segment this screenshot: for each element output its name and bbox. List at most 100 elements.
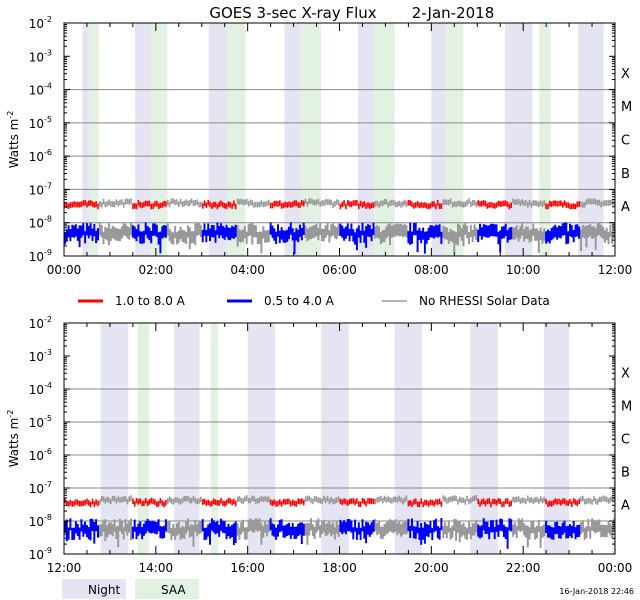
y-tick-exponent: -3 (44, 48, 52, 57)
series-1.0-8.0-A (64, 199, 580, 210)
shading-label: Night (88, 583, 121, 597)
y-axis-label: Watts m-2 (6, 410, 21, 468)
flare-class-label: B (621, 167, 630, 182)
y-tick-exponent: -9 (44, 248, 52, 257)
night-band (321, 323, 349, 554)
y-tick-exponent: -7 (44, 181, 52, 190)
series-short-no-rhessi (98, 518, 616, 548)
y-tick-label: 10 (29, 84, 44, 98)
night-band (82, 23, 92, 256)
y-tick-label: 10 (29, 383, 44, 397)
saa-band (300, 23, 322, 256)
x-tick-label: 02:00 (139, 263, 174, 277)
series-legend: 1.0 to 8.0 A 0.5 to 4.0 A No RHESSI Solar … (78, 294, 550, 308)
saa-band (151, 23, 168, 256)
saa-band (89, 23, 99, 256)
shading-swatch (62, 579, 126, 599)
chart-date: 2-Jan-2018 (412, 4, 495, 22)
y-tick-label: 10 (29, 17, 44, 31)
y-tick-label: 10 (29, 183, 44, 197)
flare-class-label: M (621, 400, 632, 415)
x-tick-label: 04:00 (230, 263, 265, 277)
y-tick-exponent: -9 (44, 546, 52, 555)
y-tick-exponent: -6 (44, 148, 52, 157)
series-no-rhessi (99, 198, 615, 208)
night-band (247, 323, 276, 554)
saa-band (539, 23, 551, 256)
y-tick-exponent: -7 (44, 480, 52, 489)
x-tick-label: 16:00 (230, 561, 265, 575)
y-tick-label: 10 (29, 50, 44, 64)
shading-legend-item: SAA (135, 579, 199, 599)
flare-class-label: B (621, 466, 630, 481)
night-band (394, 323, 423, 554)
series-0.5-4.0-A (63, 518, 581, 549)
y-tick-label: 10 (29, 515, 44, 529)
x-tick-label: 20:00 (414, 561, 449, 575)
y-tick-label: 10 (29, 117, 44, 131)
legend-label: No RHESSI Solar Data (419, 294, 550, 308)
y-tick-exponent: -6 (44, 447, 52, 456)
y-tick-label: 10 (29, 416, 44, 430)
x-tick-label: 22:00 (506, 561, 541, 575)
y-tick-label: 10 (29, 217, 44, 231)
x-tick-label: 12:00 (47, 561, 82, 575)
x-tick-label: 00:00 (47, 263, 82, 277)
shading-legend-item: Night (62, 579, 126, 599)
legend-item: 1.0 to 8.0 A (78, 294, 186, 308)
night-band (543, 323, 570, 554)
night-band (612, 323, 615, 554)
y-tick-label: 10 (29, 350, 44, 364)
night-band (431, 23, 446, 256)
x-tick-label: 14:00 (139, 561, 174, 575)
legend-item: 0.5 to 4.0 A (227, 294, 335, 308)
saa-band (137, 323, 149, 554)
night-band (100, 323, 129, 554)
chart-title: GOES 3-sec X-ray Flux (209, 4, 376, 22)
series-0.5-4.0-A (63, 222, 581, 255)
shading-legend: Night SAA (62, 579, 199, 599)
night-band (357, 23, 374, 256)
night-band (504, 23, 533, 256)
y-tick-label: 10 (29, 150, 44, 164)
y-tick-exponent: -4 (44, 82, 52, 91)
legend-item: No RHESSI Solar Data (382, 294, 550, 308)
x-tick-label: 06:00 (322, 263, 357, 277)
y-tick-exponent: -2 (44, 315, 52, 324)
y-tick-label: 10 (29, 449, 44, 463)
shading-label: SAA (161, 583, 186, 597)
series-no-rhessi (99, 495, 615, 505)
night-band (284, 23, 301, 256)
y-tick-exponent: -3 (44, 348, 52, 357)
saa-band (373, 23, 395, 256)
y-tick-exponent: -5 (44, 414, 52, 423)
saa-band (227, 23, 246, 256)
x-tick-label: 10:00 (506, 263, 541, 277)
x-tick-label: 18:00 (322, 561, 357, 575)
flare-class-label: X (621, 67, 630, 82)
x-tick-label: 12:00 (598, 263, 633, 277)
y-tick-exponent: -8 (44, 513, 52, 522)
night-band (174, 323, 200, 554)
y-tick-label: 10 (29, 548, 44, 562)
night-band (578, 23, 604, 256)
night-band (470, 323, 498, 554)
saa-band (445, 23, 464, 256)
flare-class-label: A (621, 499, 630, 514)
flare-class-label: A (621, 200, 630, 215)
flare-class-label: C (621, 433, 630, 448)
y-tick-exponent: -5 (44, 115, 52, 124)
night-band (208, 23, 228, 256)
x-tick-label: 00:00 (598, 561, 633, 575)
legend-label: 1.0 to 8.0 A (115, 294, 186, 308)
legend-label: 0.5 to 4.0 A (264, 294, 335, 308)
y-tick-exponent: -4 (44, 381, 52, 390)
saa-band (210, 323, 218, 554)
y-tick-exponent: -8 (44, 215, 52, 224)
flare-class-label: X (621, 367, 630, 382)
night-band (135, 23, 152, 256)
flare-class-label: C (621, 134, 630, 149)
